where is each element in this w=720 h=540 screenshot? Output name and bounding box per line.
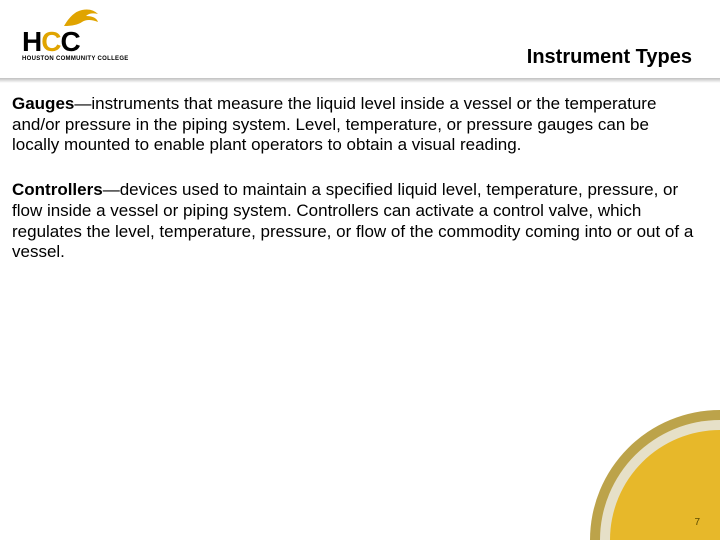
page-title: Instrument Types [527,46,692,69]
logo-letter-accent: C [41,26,60,57]
def-controllers: —devices used to maintain a specified li… [12,180,693,261]
term-controllers: Controllers [12,180,103,199]
logo-letter-h: H [22,26,41,57]
page-number: 7 [694,517,700,528]
paragraph-controllers: Controllers—devices used to maintain a s… [12,180,700,263]
slide: HCC HOUSTON COMMUNITY COLLEGE Instrument… [0,0,720,540]
logo-letter-rest: C [60,26,79,57]
header-divider [0,78,720,83]
logo-subtitle: HOUSTON COMMUNITY COLLEGE [22,56,129,62]
paragraph-gauges: Gauges—instruments that measure the liqu… [12,94,700,156]
body-content: Gauges—instruments that measure the liqu… [12,94,700,287]
logo: HCC HOUSTON COMMUNITY COLLEGE [22,6,142,70]
def-gauges: —instruments that measure the liquid lev… [12,94,656,154]
logo-text: HCC [22,26,80,58]
header: HCC HOUSTON COMMUNITY COLLEGE Instrument… [0,0,720,78]
term-gauges: Gauges [12,94,74,113]
eagle-icon [62,6,100,28]
footer-arc-inner [610,430,720,540]
